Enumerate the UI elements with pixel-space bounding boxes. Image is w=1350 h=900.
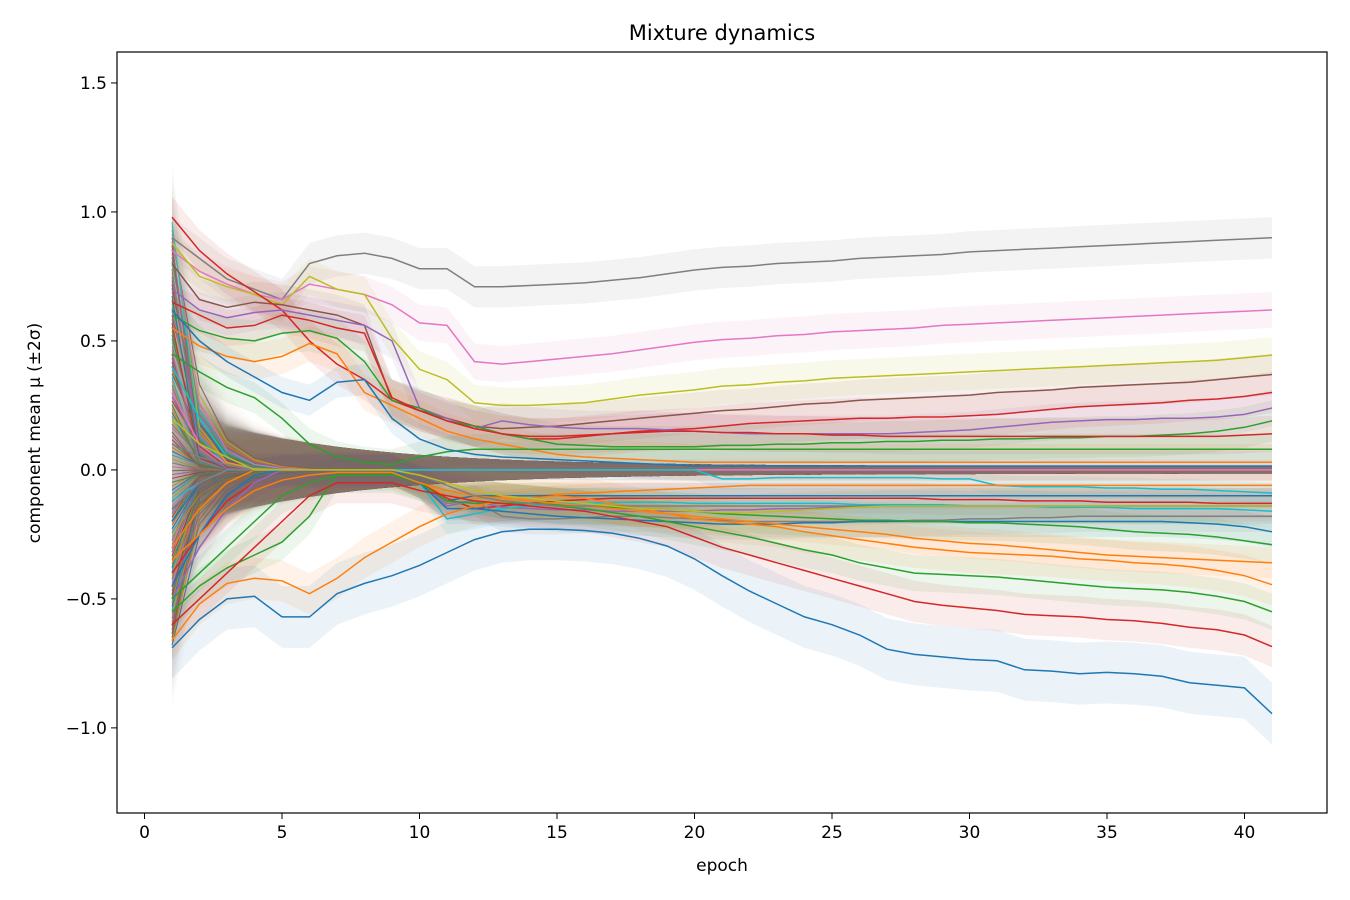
sigma-band	[172, 242, 1272, 450]
x-tick-label: 5	[277, 823, 288, 843]
y-tick-label: 0.5	[80, 332, 107, 352]
sigma-band	[172, 475, 1272, 661]
sigma-band	[172, 454, 1272, 602]
series-line	[171, 309, 1272, 467]
x-tick-label: 35	[1096, 823, 1118, 843]
y-tick-label: −0.5	[66, 590, 107, 610]
series-line	[171, 353, 1272, 466]
series-line	[171, 314, 1273, 448]
series-line	[171, 301, 1273, 438]
series-line	[171, 263, 1273, 430]
fan-line	[171, 237, 365, 471]
y-tick-label: 1.5	[80, 74, 107, 94]
x-tick-label: 40	[1234, 823, 1256, 843]
sigma-band	[172, 356, 1272, 504]
x-axis-ticks: 0 5 10 15 20 25 30 35 40	[139, 813, 1255, 843]
sigma-band	[172, 294, 1272, 482]
sigma-band	[172, 457, 1272, 579]
series-line	[171, 494, 1273, 641]
sigma-band	[172, 224, 1272, 424]
series-line	[171, 528, 1273, 715]
plot-frame	[116, 51, 1328, 814]
sigma-band	[172, 196, 1272, 460]
x-tick-label: 10	[409, 823, 431, 843]
sigma-band	[172, 310, 1272, 481]
series-line	[171, 236, 1273, 301]
chart-title: Mixture dynamics	[629, 21, 815, 45]
series-line	[171, 242, 1273, 407]
x-tick-label: 15	[546, 823, 568, 843]
x-axis-label: epoch	[696, 856, 748, 876]
sigma-band	[172, 338, 1272, 481]
y-tick-label: 1.0	[80, 203, 107, 223]
sigma-band	[172, 454, 1272, 537]
sigma-band	[172, 232, 1272, 383]
y-axis-label: component mean μ (±2σ)	[25, 323, 45, 544]
x-tick-label: 20	[684, 823, 706, 843]
y-tick-label: 0.0	[80, 461, 107, 481]
series-line	[171, 471, 1273, 564]
series-line	[171, 474, 1273, 613]
y-axis-ticks: −1.0 −0.5 0.0 0.5 1.0 1.5	[66, 74, 117, 739]
sigma-band	[172, 454, 1272, 615]
y-tick-label: −1.0	[66, 719, 107, 739]
sigma-band	[172, 217, 1272, 321]
series-line	[171, 216, 1273, 440]
sigma-band	[172, 284, 1272, 455]
series-line	[171, 327, 1272, 463]
x-tick-label: 30	[959, 823, 981, 843]
series-line	[171, 417, 1272, 514]
x-tick-label: 0	[139, 823, 150, 843]
sigma-band	[172, 294, 1272, 468]
sigma-band	[172, 271, 1272, 452]
series-line	[171, 482, 1273, 648]
mean-lines	[171, 216, 1273, 715]
sigma-band	[172, 454, 1272, 589]
sigma-band	[172, 498, 1272, 745]
x-tick-label: 25	[821, 823, 843, 843]
